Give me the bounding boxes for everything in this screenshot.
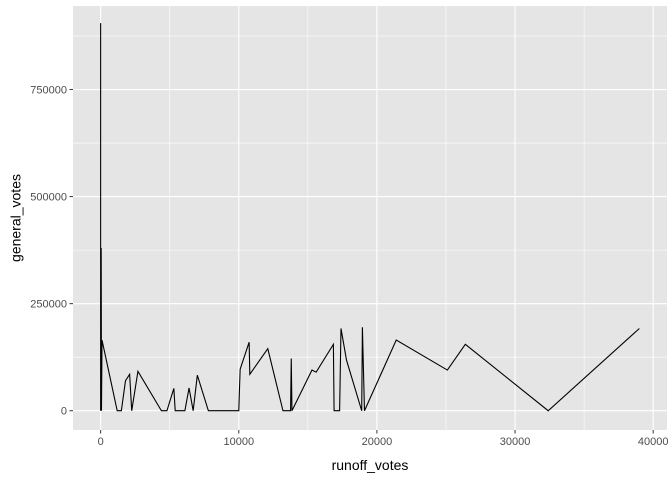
y-tick-label: 750000 <box>30 85 67 97</box>
x-tick-label: 10000 <box>223 436 254 448</box>
plot-panel <box>73 6 667 430</box>
y-tick-label: 0 <box>61 406 67 418</box>
minor-gridlines <box>73 6 667 430</box>
x-tick-label: 40000 <box>638 436 669 448</box>
series-layer <box>100 23 640 412</box>
axis-tick-labels: 0 10000 20000 30000 40000 0 250000 500000 750000 <box>30 85 668 448</box>
x-axis-title: runoff_votes <box>332 457 409 473</box>
y-tick-label: 250000 <box>30 299 67 311</box>
axis-ticks <box>69 89 654 434</box>
y-axis-title: general_votes <box>8 174 24 262</box>
y-tick-label: 500000 <box>30 192 67 204</box>
major-gridlines <box>73 6 667 430</box>
x-tick-label: 0 <box>98 436 104 448</box>
x-tick-label: 20000 <box>362 436 393 448</box>
x-tick-label: 30000 <box>500 436 531 448</box>
series-line <box>100 23 640 412</box>
